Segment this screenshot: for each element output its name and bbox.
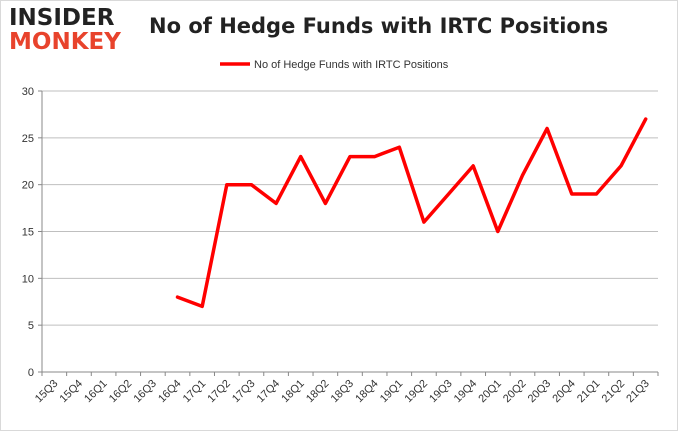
y-tick-label: 25 [22, 133, 34, 145]
x-tick-label: 18Q2 [304, 378, 332, 406]
x-tick-labels: 15Q315Q416Q116Q216Q316Q417Q117Q217Q317Q4… [33, 378, 652, 406]
y-tick-label: 15 [22, 227, 34, 239]
x-tick-label: 15Q4 [58, 378, 86, 406]
x-tick-label: 21Q2 [600, 378, 628, 406]
x-tick-label: 16Q2 [107, 378, 135, 406]
x-tick-label: 19Q4 [452, 378, 480, 406]
x-tick-label: 20Q2 [501, 378, 529, 406]
x-tick-label: 17Q2 [205, 378, 233, 406]
x-tick-label: 18Q1 [279, 378, 307, 406]
x-tick-label: 17Q4 [255, 378, 283, 406]
legend-label: No of Hedge Funds with IRTC Positions [254, 59, 449, 71]
x-tick-label: 16Q3 [131, 378, 159, 406]
x-tick-label: 16Q1 [82, 378, 110, 406]
x-tick-label: 18Q3 [329, 378, 357, 406]
x-tick-label: 19Q3 [427, 378, 455, 406]
insider-monkey-logo: INSIDER MONKEY [9, 7, 121, 54]
x-tick-label: 16Q4 [156, 378, 184, 406]
x-tick-label: 21Q3 [624, 378, 652, 406]
gridlines [42, 90, 658, 326]
x-tick-label: 17Q3 [230, 378, 258, 406]
y-tick-label: 30 [22, 86, 34, 98]
y-tick-label: 10 [22, 273, 34, 285]
x-tick-label: 20Q1 [476, 378, 504, 406]
x-tick-label: 18Q4 [353, 378, 381, 406]
legend: No of Hedge Funds with IRTC Positions [220, 59, 449, 71]
x-tick-label: 19Q2 [403, 378, 431, 406]
y-tick-label: 20 [22, 180, 34, 192]
x-tick-label: 21Q1 [575, 378, 603, 406]
y-tick-labels: 0 5 10 15 20 25 30 [22, 86, 34, 379]
axes [38, 90, 659, 376]
x-tick-label: 19Q1 [378, 378, 406, 406]
x-tick-label: 17Q1 [181, 378, 209, 406]
y-tick-label: 5 [28, 320, 34, 332]
series-line [175, 117, 648, 309]
x-tick-label: 20Q4 [550, 378, 578, 406]
x-tick-label: 20Q3 [526, 378, 554, 406]
logo-line-2: MONKEY [9, 29, 121, 55]
x-tick-label: 15Q3 [33, 378, 61, 406]
chart-title: No of Hedge Funds with IRTC Positions [149, 14, 609, 38]
logo-line-1: INSIDER [9, 5, 115, 31]
y-tick-label: 0 [28, 367, 34, 379]
series-lines [175, 117, 648, 309]
